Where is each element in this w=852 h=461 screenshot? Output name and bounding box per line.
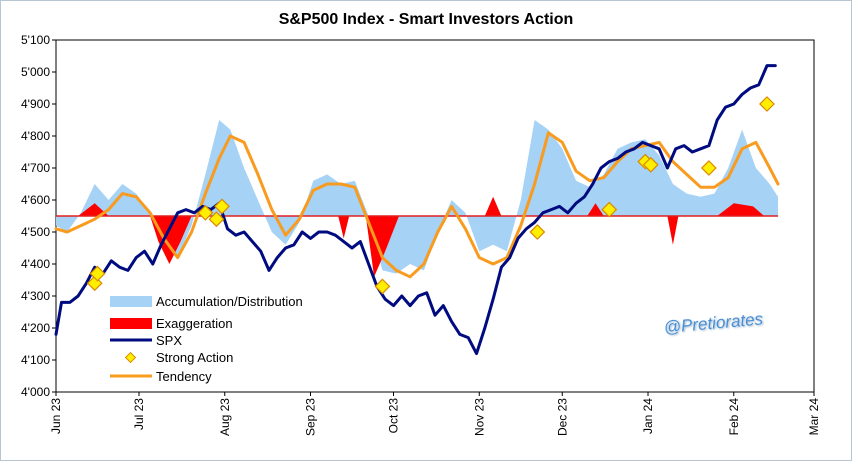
legend-swatch-exaggeration [110,318,152,329]
x-axis: Jun 23 Jul 23 Aug 23 Sep 23 Oct 23 Nov 23 Dec … [49,392,821,436]
y-tick-label: 5'100 [21,33,50,47]
y-tick-label: 4'800 [21,129,50,143]
x-tick-label: Jul 23 [132,398,146,430]
x-tick-label: Feb 24 [727,398,741,436]
y-axis: 4'000 4'100 4'200 4'300 4'400 4'500 4'600 4'700… [21,33,56,399]
x-tick-label: Aug 23 [218,398,232,436]
y-tick-label: 4'300 [21,289,50,303]
strong-action-point [642,156,659,173]
y-tick-label: 4'400 [21,257,50,271]
x-tick-label: Dec 23 [555,398,569,436]
strong-action-point [700,160,717,176]
legend-label-exaggeration: Exaggeration [156,316,233,331]
legend-label-strong-action: Strong Action [156,350,233,365]
x-tick-label: Jun 23 [49,398,63,434]
strong-action-point [601,201,618,218]
y-tick-label: 4'100 [21,353,50,367]
legend-label-spx: SPX [156,333,182,348]
strong-action-point [214,198,230,215]
y-tick-label: 4'500 [21,225,50,239]
spx-layer [54,64,777,356]
tendency-line [54,131,780,279]
chart-title: S&P500 Index - Smart Investors Action [278,11,574,28]
spx-line [54,64,777,356]
x-tick-label: Jan 24 [641,398,655,434]
y-tick-label: 4'200 [21,321,50,335]
strong-action-point [197,204,214,221]
strong-action-point [208,211,225,228]
strong-action-point [529,224,546,240]
strong-action-point [89,265,106,282]
x-tick-label: Mar 24 [807,398,821,436]
legend-swatch-strong-action [124,351,137,364]
y-tick-label: 4'000 [21,385,50,399]
x-tick-label: Sep 23 [304,398,318,436]
strong-action-point [759,96,775,112]
y-tick-label: 4'600 [21,193,50,207]
strong-action-layer [86,96,775,295]
legend: Accumulation/Distribution Exaggeration S… [110,294,303,384]
y-tick-label: 5'000 [21,65,50,79]
y-tick-label: 4'900 [21,97,50,111]
legend-label-tendency: Tendency [156,369,212,384]
strong-action-point [374,278,391,295]
legend-swatch-accumulation [110,296,152,307]
x-tick-label: Nov 23 [472,398,486,436]
y-tick-label: 4'700 [21,161,50,175]
accumulation-area [56,120,779,274]
x-tick-label: Oct 23 [387,398,401,434]
accumulation-layer [56,120,779,274]
legend-label-accumulation: Accumulation/Distribution [156,294,303,309]
tendency-layer [54,131,780,279]
